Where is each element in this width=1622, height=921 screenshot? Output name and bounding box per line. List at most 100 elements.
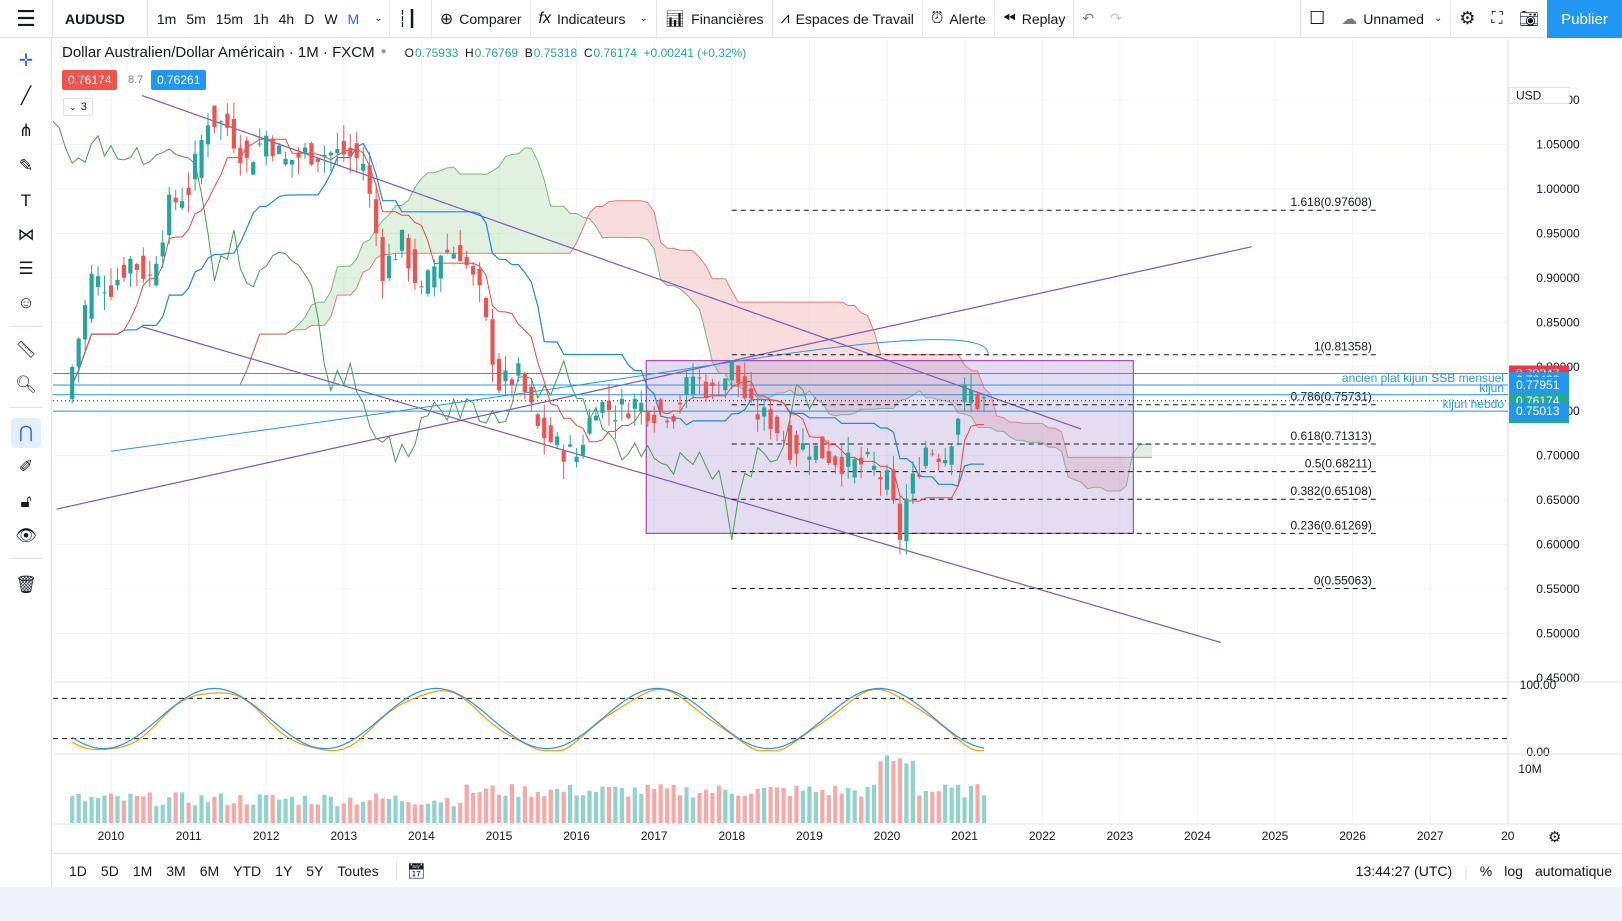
grid-lines: [53, 39, 1509, 824]
candle-body: [167, 194, 172, 236]
ichimoku-cloud-segment: [938, 354, 946, 401]
ichimoku-cloud-segment: [524, 147, 532, 254]
fib-tools-icon[interactable]: ⋔: [18, 121, 34, 140]
timeframe-4h[interactable]: 4h: [278, 10, 295, 27]
time-tick-label: 2026: [1339, 829, 1366, 843]
timeframe-W[interactable]: W: [324, 10, 338, 27]
candle-body: [703, 381, 709, 398]
volume-bar: [289, 796, 295, 823]
undo-button[interactable]: ↶: [1082, 10, 1095, 26]
volume-bar: [555, 788, 560, 823]
redo-button[interactable]: ↷: [1110, 10, 1122, 26]
stoch-d-line: [71, 688, 984, 752]
symbol-search-button[interactable]: AUDUSD: [65, 10, 125, 27]
timeframe-1m[interactable]: 1m: [156, 10, 177, 27]
magnet-icon[interactable]: ⋂: [11, 418, 41, 448]
range-5d[interactable]: 5D: [100, 862, 119, 879]
ichimoku-cloud-segment: [505, 154, 512, 254]
candle-body: [367, 165, 372, 194]
range-5y[interactable]: 5Y: [306, 862, 324, 879]
crosshair-icon[interactable]: ✛: [18, 51, 34, 70]
layout-name-button[interactable]: ☁ Unnamed ⌄: [1333, 0, 1450, 38]
camera-icon[interactable]: 📷︎: [1518, 10, 1539, 28]
log-toggle[interactable]: log: [1504, 863, 1523, 879]
ichimoku-cloud-segment: [1035, 423, 1043, 443]
brush-icon[interactable]: ✎: [18, 156, 34, 175]
compare-button[interactable]: ⊕ Comparer: [432, 0, 530, 38]
time-tick-label: 2014: [408, 829, 435, 843]
replay-button[interactable]: ⏪︎ Replay: [995, 0, 1073, 38]
percent-toggle[interactable]: %: [1479, 863, 1493, 879]
main-chart[interactable]: 1.100001.050001.000000.950000.900000.850…: [53, 39, 1622, 853]
horizontal-line-label: kijun hebdo: [1443, 397, 1505, 411]
chevron-down-icon: ⌄: [639, 13, 648, 24]
trash-icon[interactable]: 🗑︎: [15, 575, 37, 594]
menu-icon[interactable]: ☰: [16, 5, 36, 31]
pattern-tool-icon[interactable]: ⋈: [17, 225, 35, 244]
clock-time[interactable]: 13:44:27 (UTC): [1355, 863, 1453, 879]
volume-bar: [859, 796, 864, 823]
publish-button[interactable]: Publier: [1547, 0, 1622, 38]
range-3m[interactable]: 3M: [166, 862, 186, 879]
layout-square-icon[interactable]: ☐: [1309, 8, 1326, 28]
candle-body: [432, 266, 437, 288]
volume-bar: [251, 804, 256, 823]
ichimoku-cloud-segment: [557, 206, 564, 254]
range-1d[interactable]: 1D: [69, 862, 87, 879]
range-ytd[interactable]: YTD: [233, 862, 262, 879]
volume-bar: [425, 803, 430, 823]
workspaces-button[interactable]: ⩘ Espaces de Travail: [773, 0, 922, 38]
range-1y[interactable]: 1Y: [275, 862, 293, 879]
prediction-tool-icon[interactable]: ☰: [18, 259, 34, 278]
spread-value: 8.7: [128, 74, 144, 86]
candle-body: [238, 147, 243, 164]
volume-bar: [807, 786, 812, 823]
ichimoku-cloud-segment: [447, 167, 454, 254]
volume-bar: [619, 788, 624, 823]
senkou-span-a-line: [239, 147, 1153, 492]
zoom-in-icon[interactable]: 🔍︎: [15, 375, 37, 394]
timeframe-1h[interactable]: 1h: [253, 10, 269, 27]
candle-body: [309, 143, 314, 165]
range-6m[interactable]: 6M: [199, 862, 220, 879]
timeframe-15m[interactable]: 15m: [215, 10, 244, 27]
chevron-down-icon[interactable]: ⌄: [374, 13, 383, 24]
timeframe-D[interactable]: D: [304, 10, 315, 27]
candle-body: [121, 264, 127, 278]
ruler-icon[interactable]: 📏︎: [15, 340, 37, 359]
lock-icon[interactable]: 🔓︎: [20, 492, 32, 511]
text-tool-icon[interactable]: T: [20, 191, 32, 210]
timeframe-M[interactable]: M: [347, 10, 360, 27]
ichimoku-cloud-segment: [602, 201, 609, 238]
fullscreen-icon[interactable]: ⛶: [1491, 9, 1503, 27]
candles-type-button[interactable]: ┆┃: [390, 0, 431, 38]
lock-drawing-icon[interactable]: ✐: [18, 457, 34, 476]
ichimoku-cloud-segment: [596, 206, 603, 238]
price-axis-tag-bg: [1509, 376, 1569, 393]
sell-price-box[interactable]: 0.76174: [62, 70, 118, 90]
horizontal-line-label: ancien plat kijun SSB mensuel: [1342, 371, 1504, 385]
goto-date-icon[interactable]: 📅︎: [406, 862, 426, 880]
ichimoku-cloud-segment: [537, 160, 545, 254]
timeframe-5m[interactable]: 5m: [186, 10, 206, 27]
eye-icon[interactable]: 👁︎: [15, 526, 37, 545]
ichimoku-cloud-segment: [790, 302, 797, 396]
volume-bar: [160, 804, 165, 823]
volume-bar: [865, 786, 870, 823]
indicators-button[interactable]: fx Indicateurs ⌄: [531, 0, 656, 38]
auto-toggle[interactable]: automatique: [1534, 863, 1612, 879]
volume-bar: [574, 795, 579, 823]
volume-bar: [277, 799, 282, 823]
price-axis-tag-text: 0.77951: [1516, 378, 1560, 392]
more-options-icon[interactable]: ●: [380, 45, 387, 57]
indicators-collapse-button[interactable]: ⌄ 3: [63, 98, 93, 116]
range-toutes[interactable]: Toutes: [337, 862, 379, 879]
emoji-icon[interactable]: ☺: [17, 293, 35, 312]
buy-price-box[interactable]: 0.76261: [151, 70, 207, 90]
time-tick-label: 2021: [951, 829, 978, 843]
range-1m[interactable]: 1M: [132, 862, 153, 879]
settings-gear-icon[interactable]: ⚙: [1459, 8, 1476, 28]
trend-line-icon[interactable]: ╱: [20, 86, 32, 105]
financials-button[interactable]: 📊︎ Financières: [657, 0, 772, 38]
alert-button[interactable]: ⏰︎ Alerte: [923, 0, 994, 38]
